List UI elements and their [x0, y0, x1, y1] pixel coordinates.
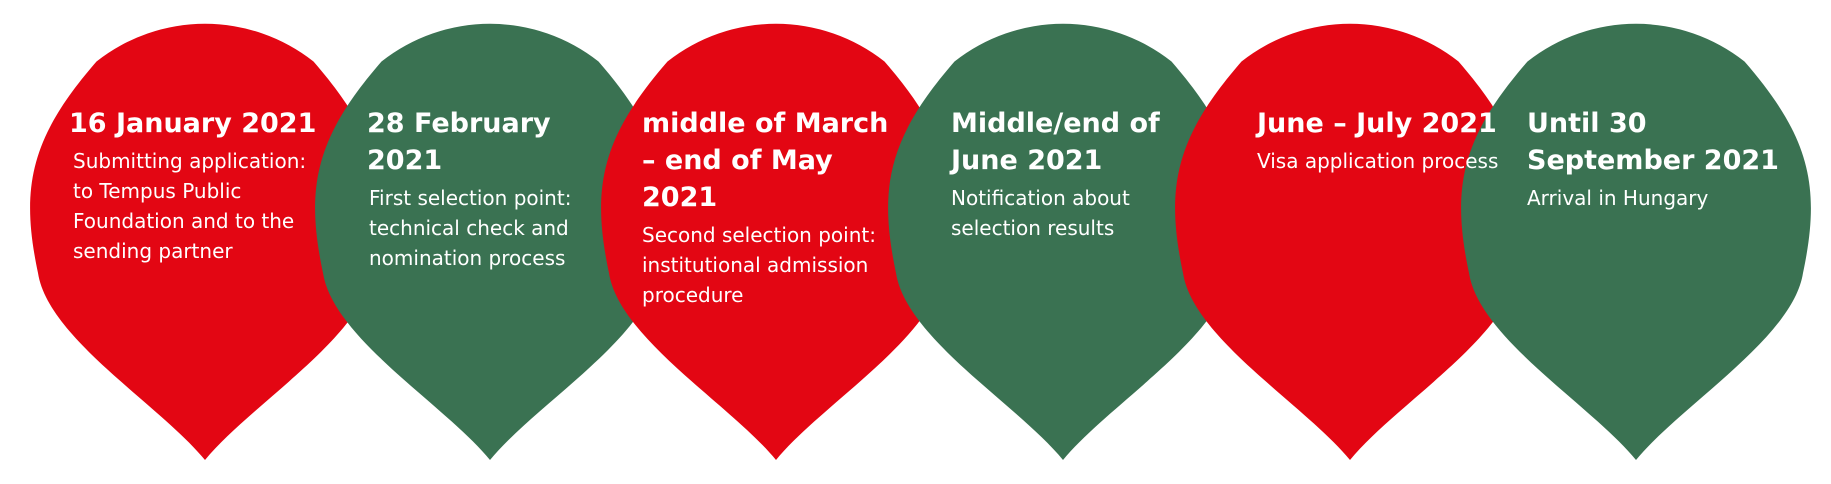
milestone-pin-1 — [30, 23, 380, 461]
milestone-5-description: Visa application process — [1257, 149, 1499, 173]
milestone-4-description: Notification about selection results — [951, 186, 1130, 240]
milestone-6-date: Until 30 September 2021 — [1527, 108, 1779, 176]
milestone-pin-4 — [888, 23, 1238, 460]
milestone-3: middle of March – end of May 2021 Second… — [642, 105, 897, 310]
milestone-3-date: middle of March – end of May 2021 — [642, 108, 889, 213]
milestone-5: June – July 2021 Visa application proces… — [1257, 105, 1517, 176]
milestone-pin-3 — [601, 23, 951, 460]
milestone-3-description: Second selection point: institutional ad… — [642, 223, 876, 307]
milestone-pin-6 — [1461, 23, 1811, 461]
milestone-1-description: Submitting application: to Tempus Public… — [73, 149, 307, 263]
milestone-2-date: 28 February 2021 — [367, 108, 551, 176]
milestone-pin-2 — [315, 23, 665, 461]
milestone-4-date: Middle/end of June 2021 — [951, 108, 1160, 176]
milestone-4: Middle/end of June 2021 Notification abo… — [951, 105, 1211, 243]
milestone-2: 28 February 2021 First selection point: … — [367, 105, 627, 273]
milestone-6-description: Arrival in Hungary — [1527, 186, 1709, 210]
milestone-1: 16 January 2021 Submitting application: … — [69, 105, 329, 266]
milestone-6: Until 30 September 2021 Arrival in Hunga… — [1527, 105, 1787, 213]
milestone-1-date: 16 January 2021 — [69, 108, 317, 139]
milestone-5-date: June – July 2021 — [1257, 108, 1497, 139]
milestone-2-description: First selection point: technical check a… — [369, 186, 572, 270]
milestone-pin-5 — [1175, 23, 1525, 460]
